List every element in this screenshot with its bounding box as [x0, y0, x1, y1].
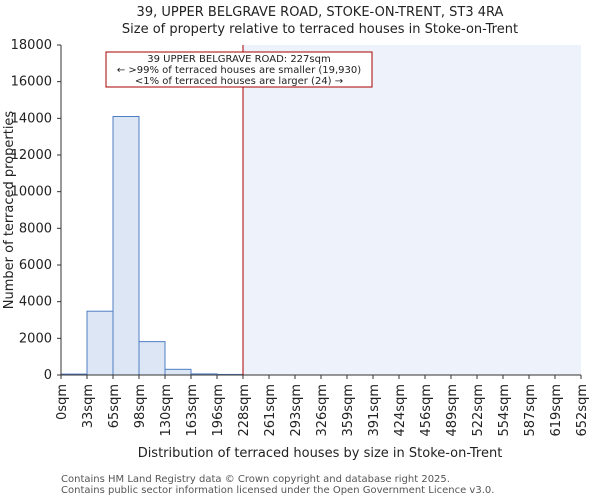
annotation-line-3: <1% of terraced houses are larger (24) →: [135, 76, 343, 87]
y-tick-label: 14000: [11, 111, 52, 126]
x-tick-label: 359sqm: [341, 384, 356, 437]
footer-licence: Contains public sector information licen…: [61, 485, 495, 496]
annotation-line-2: ← >99% of terraced houses are smaller (1…: [117, 65, 361, 76]
x-tick-label: 391sqm: [367, 384, 382, 437]
x-tick-label: 619sqm: [549, 384, 564, 437]
x-tick-label: 196sqm: [211, 384, 226, 437]
x-axis-label: Distribution of terraced houses by size …: [138, 446, 503, 461]
x-tick-label: 163sqm: [185, 384, 200, 437]
x-tick-label: 424sqm: [393, 384, 408, 437]
y-tick-label: 0: [44, 368, 52, 383]
y-tick-label: 18000: [11, 38, 52, 53]
x-tick-label: 261sqm: [263, 384, 278, 437]
y-tick-label: 8000: [19, 221, 52, 236]
x-tick-label: 130sqm: [159, 384, 174, 437]
y-axis-label: Number of terraced properties: [2, 111, 17, 310]
x-tick-label: 326sqm: [315, 384, 330, 437]
x-tick-label: 293sqm: [289, 384, 304, 437]
bar-65sqm: [112, 116, 140, 376]
bar-130sqm: [164, 368, 192, 376]
x-tick-label: 652sqm: [575, 384, 590, 437]
x-tick-label: 587sqm: [523, 384, 538, 437]
y-tick-label: 16000: [11, 75, 52, 90]
chart-subtitle: Size of property relative to terraced ho…: [122, 22, 518, 37]
y-tick-label: 12000: [11, 148, 52, 163]
x-tick-label: 489sqm: [445, 384, 460, 437]
annotation-box: [105, 51, 373, 88]
annotation-line-1: 39 UPPER BELGRAVE ROAD: 227sqm: [147, 54, 330, 65]
y-tick-label: 4000: [19, 295, 52, 310]
x-tick-label: 0sqm: [55, 384, 70, 420]
x-tick-label: 33sqm: [81, 384, 96, 428]
x-tick-label: 98sqm: [133, 384, 148, 428]
x-tick-label: 456sqm: [419, 384, 434, 437]
x-tick-label: 554sqm: [497, 384, 512, 437]
bar-33sqm: [86, 310, 114, 376]
y-tick-label: 10000: [11, 185, 52, 200]
x-tick-label: 228sqm: [237, 384, 252, 437]
bar-98sqm: [138, 341, 166, 376]
y-tick-label: 2000: [19, 331, 52, 346]
footer-copyright: Contains HM Land Registry data © Crown c…: [61, 474, 450, 485]
y-tick-label: 6000: [19, 258, 52, 273]
x-tick-label: 522sqm: [471, 384, 486, 437]
x-tick-label: 65sqm: [107, 384, 122, 428]
chart-title: 39, UPPER BELGRAVE ROAD, STOKE-ON-TRENT,…: [137, 5, 504, 20]
larger-properties-region: [243, 45, 581, 375]
